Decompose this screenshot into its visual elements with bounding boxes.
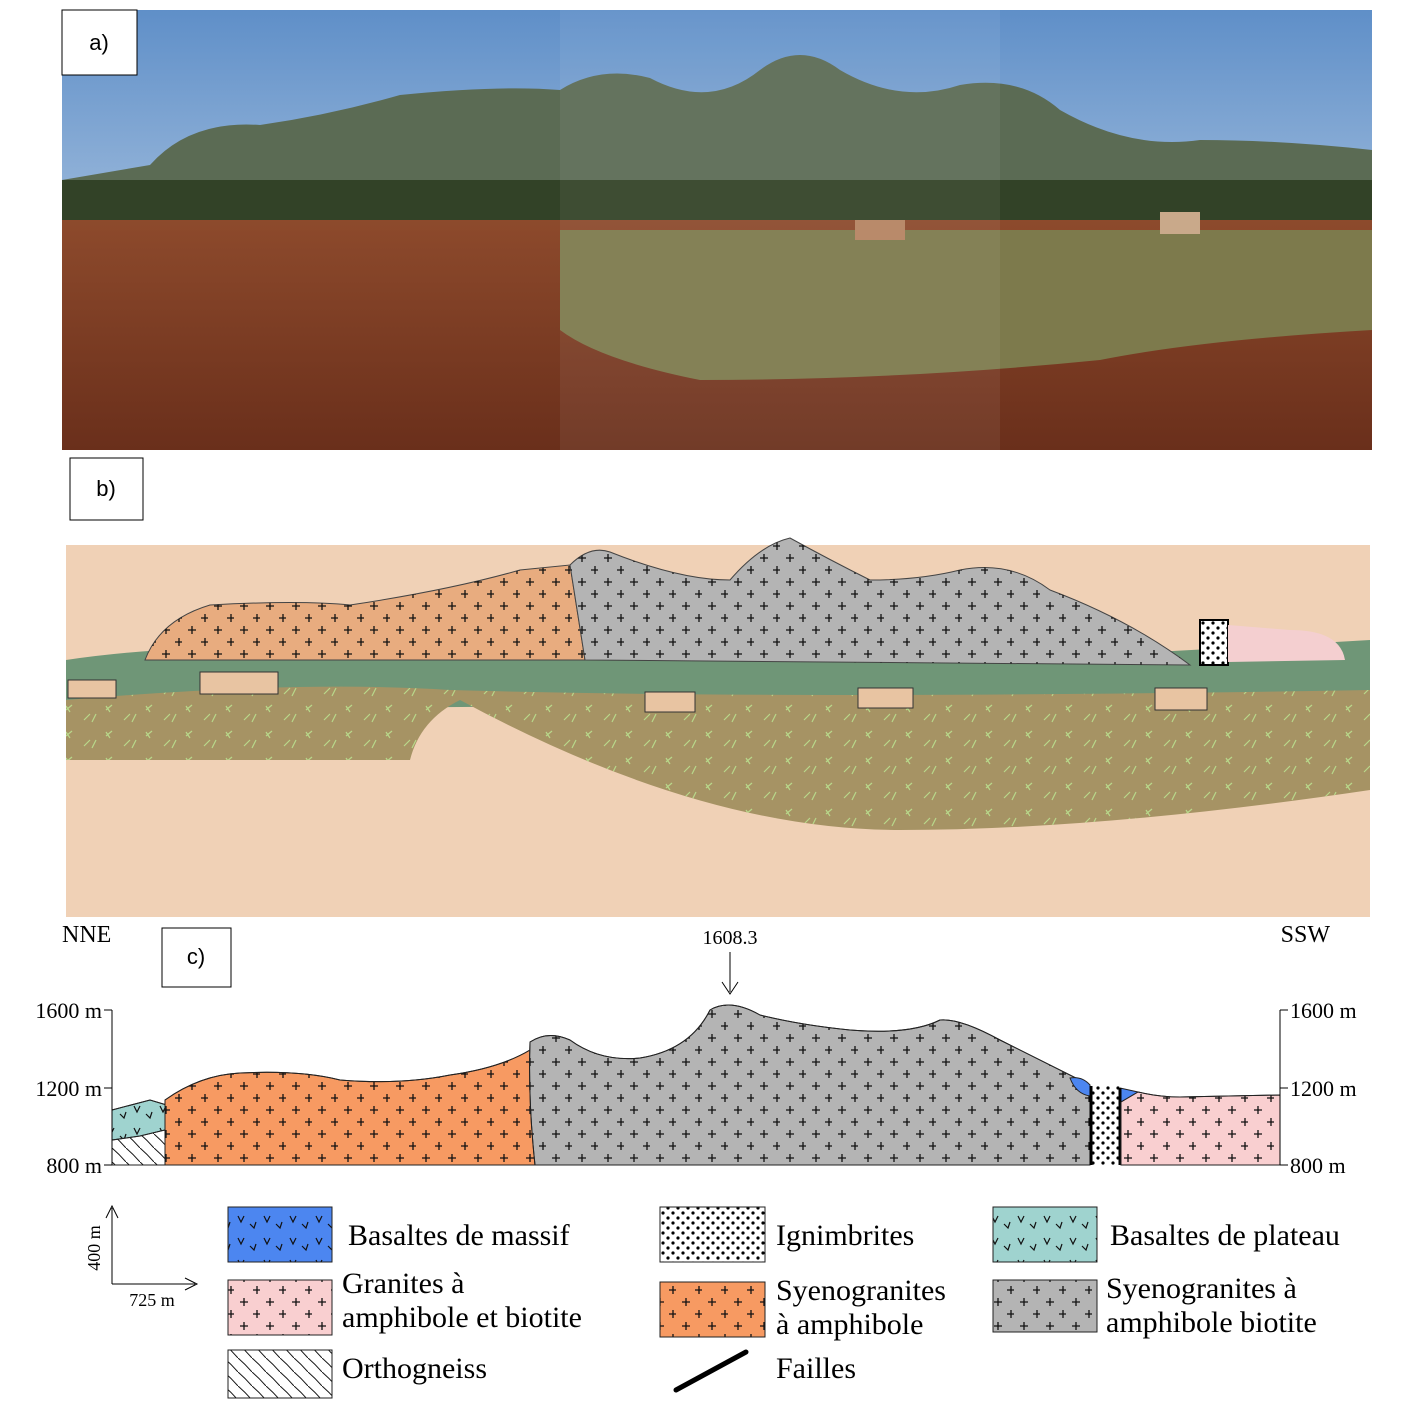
- scale-arrows: [106, 1206, 197, 1290]
- section: [112, 1005, 1280, 1165]
- photo: [62, 10, 1372, 450]
- panel-label: b): [96, 476, 116, 501]
- legend-label: à amphibole: [776, 1308, 923, 1341]
- legend-label: Syenogranites à: [1106, 1272, 1297, 1305]
- summit-arrow: [722, 952, 738, 994]
- scale-label: 725 m: [129, 1290, 175, 1310]
- legend-label: Orthogneiss: [342, 1352, 487, 1385]
- legend-label: Syenogranites: [776, 1274, 946, 1307]
- elevation-label: 800 m: [46, 1153, 102, 1178]
- figure: a) b) NNE SSW 1608.3 c) 1600 m 1200 m 80…: [0, 0, 1418, 1401]
- elevation-label: 1600 m: [1290, 998, 1357, 1023]
- elevation-label: 1600 m: [35, 998, 102, 1023]
- direction-label: NNE: [62, 922, 111, 948]
- legend-label: amphibole biotite: [1106, 1306, 1317, 1339]
- scale-label: 400 m: [84, 1225, 104, 1271]
- legend-label: Basaltes de plateau: [1110, 1219, 1340, 1252]
- elevation-label: 1200 m: [1290, 1076, 1357, 1101]
- direction-label: SSW: [1281, 922, 1331, 948]
- legend-label: Granites à: [342, 1267, 464, 1300]
- legend-label: Ignimbrites: [776, 1219, 914, 1252]
- legend-label: Failles: [776, 1352, 856, 1385]
- elevation-label: 800 m: [1290, 1153, 1346, 1178]
- drawing: [66, 538, 1370, 917]
- panel-label: c): [187, 944, 205, 969]
- panel-label: a): [89, 30, 109, 55]
- legend-label: amphibole et biotite: [342, 1301, 582, 1334]
- summit-label: 1608.3: [703, 927, 758, 949]
- elevation-label: 1200 m: [35, 1076, 102, 1101]
- legend-label: Basaltes de massif: [348, 1219, 570, 1252]
